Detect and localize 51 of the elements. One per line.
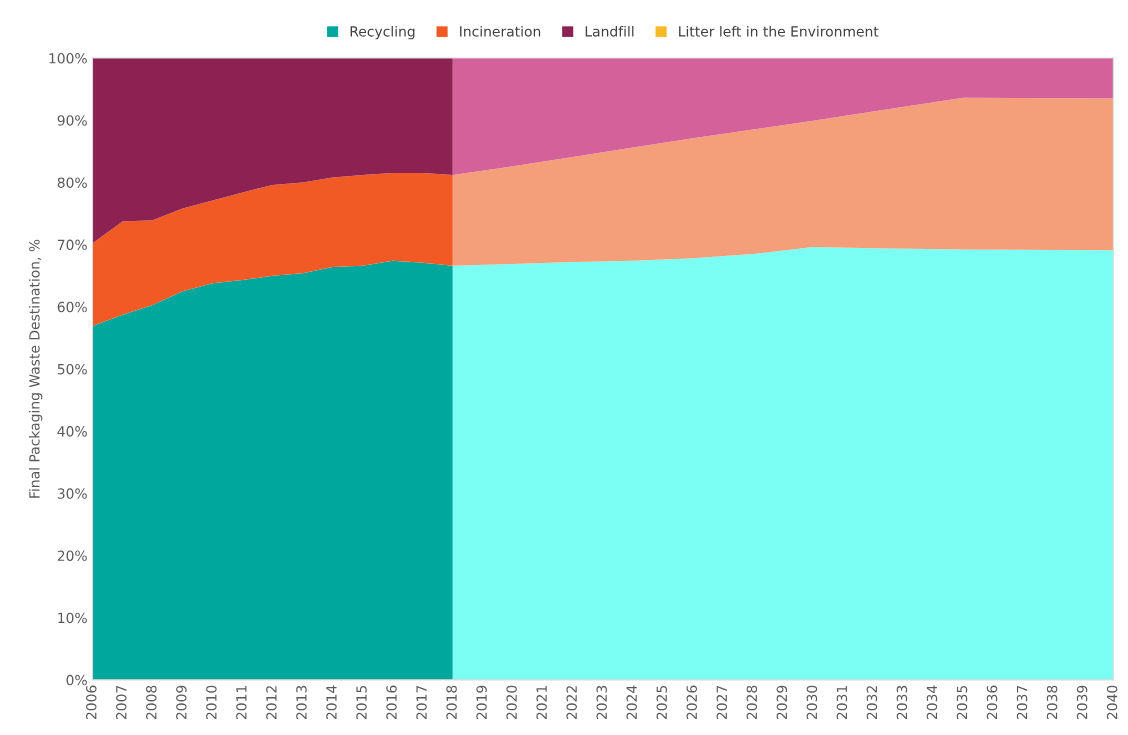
- x-tick-label: 2029: [776, 685, 788, 720]
- x-tick-label: 2027: [716, 685, 728, 720]
- x-tick-label: 2006: [86, 685, 97, 720]
- y-tick-label: 0%: [66, 674, 87, 686]
- x-tick-label: 2028: [746, 685, 758, 720]
- x-tick-label: 2017: [416, 685, 427, 720]
- x-tick-label: 2030: [806, 685, 818, 720]
- x-tick-label: 2039: [1076, 685, 1088, 720]
- x-tick-label: 2012: [266, 686, 277, 720]
- x-tick-label: 2022: [566, 686, 577, 720]
- y-tick-label: 100%: [49, 53, 87, 64]
- y-tick-label: 20%: [57, 550, 87, 561]
- x-tick-label: 2014: [326, 685, 337, 720]
- x-tick-label: 2020: [506, 685, 517, 720]
- legend-label: Litter left in the Environment: [679, 25, 879, 37]
- y-tick-label: 60%: [57, 301, 87, 313]
- y-tick-label: 80%: [57, 177, 87, 188]
- x-tick-label: 2013: [296, 685, 307, 720]
- x-tick-label: 2034: [926, 685, 938, 720]
- x-tick-label: 2024: [626, 685, 637, 720]
- x-tick-label: 2015: [356, 685, 367, 720]
- legend-label: Landfill: [585, 25, 634, 37]
- y-tick-label: 30%: [57, 488, 87, 499]
- legend-label: Recycling: [350, 25, 415, 40]
- x-tick-label: 2038: [1046, 685, 1058, 720]
- x-tick-label: 2037: [1016, 685, 1028, 720]
- x-tick-label: 2031: [836, 686, 848, 720]
- x-tick-label: 2025: [656, 685, 667, 720]
- y-tick-label: 90%: [57, 115, 87, 126]
- x-tick-label: 2016: [386, 685, 397, 720]
- y-tick-label: 40%: [57, 426, 87, 437]
- x-tick-label: 2040: [1106, 685, 1118, 720]
- x-tick-label: 2033: [896, 685, 908, 720]
- y-tick-label: 50%: [57, 363, 87, 375]
- x-tick-label: 2007: [116, 685, 127, 720]
- x-tick-label: 2019: [476, 685, 487, 720]
- x-tick-label: 2032: [866, 686, 878, 720]
- y-axis-title: Final Packaging Waste Destination, %: [28, 239, 43, 498]
- x-tick-label: 2021: [536, 686, 547, 720]
- x-tick-label: 2010: [206, 685, 217, 720]
- x-tick-label: 2008: [146, 685, 157, 720]
- x-tick-label: 2023: [596, 685, 607, 720]
- x-tick-label: 2026: [686, 685, 698, 720]
- x-tick-label: 2018: [446, 685, 457, 720]
- x-tick-label: 2035: [956, 685, 968, 720]
- legend-label: Incineration: [460, 25, 541, 37]
- y-tick-label: 10%: [58, 612, 87, 624]
- x-tick-label: 2009: [176, 685, 187, 720]
- y-tick-label: 70%: [57, 239, 87, 251]
- x-tick-label: 2036: [986, 685, 998, 720]
- x-tick-label: 2011: [236, 686, 247, 720]
